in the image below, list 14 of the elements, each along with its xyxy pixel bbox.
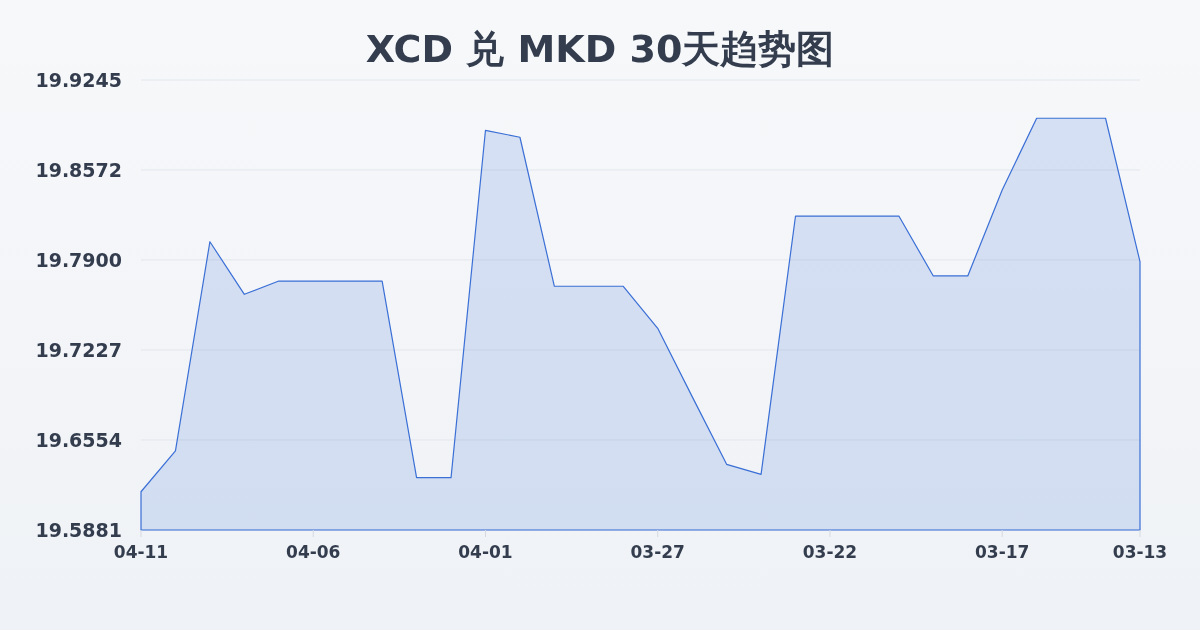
y-tick-label: 19.6554 xyxy=(35,428,122,451)
x-tick-label: 04-11 xyxy=(113,542,169,562)
y-tick-label: 19.7227 xyxy=(35,338,122,361)
y-tick-label: 19.8572 xyxy=(35,158,122,181)
y-tick-label: 19.7900 xyxy=(35,248,122,271)
x-tick-label: 04-06 xyxy=(286,542,341,562)
chart-title: XCD 兑 MKD 30天趋势图 xyxy=(365,27,835,71)
x-tick-label: 04-01 xyxy=(458,542,513,562)
x-tick-label: 03-22 xyxy=(802,542,858,562)
x-tick-label: 03-17 xyxy=(975,542,1030,562)
y-tick-label: 19.9245 xyxy=(35,68,122,91)
x-tick-label: 03-27 xyxy=(630,542,685,562)
y-tick-label: 19.5881 xyxy=(35,518,122,541)
x-tick-label: 03-13 xyxy=(1112,542,1168,562)
